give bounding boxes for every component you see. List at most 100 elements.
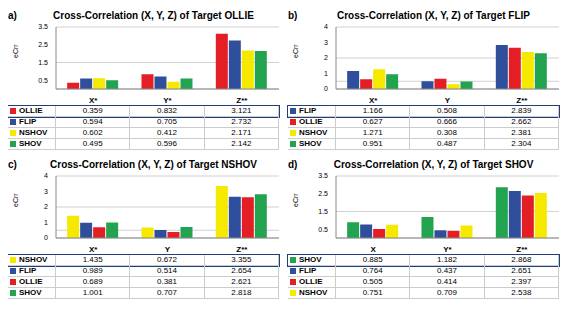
svg-text:eCrr: eCrr	[12, 193, 19, 207]
svg-text:2: 2	[44, 203, 48, 210]
svg-text:1.5: 1.5	[318, 208, 328, 215]
svg-text:4: 4	[44, 172, 48, 179]
html-text:2.621: 2.621	[231, 277, 252, 286]
html-text:FLIP: FLIP	[19, 117, 37, 126]
svg-text:X: X	[370, 245, 376, 252]
svg-text:3: 3	[44, 188, 48, 195]
html-text:0.764: 0.764	[362, 266, 383, 275]
svg-text:2.5: 2.5	[318, 190, 328, 197]
svg-text:eCrr: eCrr	[292, 44, 299, 58]
html-text:OLLIE: OLLIE	[299, 277, 323, 286]
html-text:1.182: 1.182	[437, 255, 457, 264]
html-text:2.732: 2.732	[231, 117, 252, 126]
html-text:1.435: 1.435	[82, 255, 103, 264]
html-text:Cross-Correlation (X, Y, Z) of: Cross-Correlation (X, Y, Z) of Target NS…	[50, 159, 257, 170]
svg-text:3.5: 3.5	[38, 23, 48, 30]
html-text:0.381: 0.381	[157, 277, 177, 286]
svg-text:3: 3	[324, 39, 328, 46]
html-text:0.308: 0.308	[437, 128, 457, 137]
html-text:0.487: 0.487	[437, 139, 457, 148]
html-text:b): b)	[288, 10, 298, 21]
html-text:SHOV: SHOV	[299, 139, 322, 148]
html-text:0.989: 0.989	[82, 266, 103, 275]
svg-text:1.5: 1.5	[38, 59, 48, 66]
html-text:2.381: 2.381	[511, 128, 532, 137]
svg-text:Y*: Y*	[163, 96, 172, 103]
html-text:3.121: 3.121	[231, 106, 252, 115]
html-text:0.594: 0.594	[82, 117, 103, 126]
html-text:2.304: 2.304	[511, 139, 532, 148]
svg-text:0: 0	[44, 234, 48, 241]
html-text:2.839: 2.839	[511, 106, 532, 115]
html-text:SHOV: SHOV	[19, 139, 42, 148]
svg-text:Z**: Z**	[516, 96, 528, 103]
html-text:0.705: 0.705	[157, 117, 177, 126]
html-text:2.818: 2.818	[231, 288, 252, 297]
html-text:0.412: 0.412	[157, 128, 177, 137]
html-text:0.689: 0.689	[82, 277, 103, 286]
svg-text:1: 1	[44, 219, 48, 226]
html-text:0.495: 0.495	[82, 139, 103, 148]
html-text:0.514: 0.514	[157, 266, 177, 275]
html-text:SHOV: SHOV	[19, 288, 42, 297]
svg-text:Y*: Y*	[443, 245, 452, 252]
svg-text:Y: Y	[445, 96, 451, 103]
html-text:NSHOV: NSHOV	[19, 255, 48, 264]
svg-text:Y: Y	[165, 245, 171, 252]
html-text:0.602: 0.602	[82, 128, 103, 137]
html-text:0.885: 0.885	[362, 255, 383, 264]
html-text:0.359: 0.359	[82, 106, 103, 115]
html-text:2.662: 2.662	[511, 117, 532, 126]
html-text:2.651: 2.651	[511, 266, 532, 275]
svg-text:0.5: 0.5	[318, 226, 328, 233]
html-text:2.868: 2.868	[511, 255, 532, 264]
svg-text:4: 4	[324, 23, 328, 30]
html-text:0.951: 0.951	[362, 139, 383, 148]
html-text:0.832: 0.832	[157, 106, 177, 115]
svg-text:Z**: Z**	[236, 96, 248, 103]
html-text:a): a)	[8, 10, 17, 21]
svg-text:X*: X*	[89, 96, 98, 103]
html-text:1.166: 1.166	[362, 106, 383, 115]
html-text:0.437: 0.437	[437, 266, 457, 275]
html-text:d): d)	[288, 159, 298, 170]
html-text:0.707: 0.707	[157, 288, 177, 297]
html-text:OLLIE: OLLIE	[19, 106, 43, 115]
html-text:0.596: 0.596	[157, 139, 177, 148]
svg-text:2.5: 2.5	[38, 41, 48, 48]
html-text:0.672: 0.672	[157, 255, 177, 264]
svg-text:3.5: 3.5	[318, 172, 328, 179]
html-text:0.627: 0.627	[362, 117, 383, 126]
html-text:Cross-Correlation (X, Y, Z) of: Cross-Correlation (X, Y, Z) of Target FL…	[337, 10, 530, 21]
html-text:NSHOV: NSHOV	[299, 128, 328, 137]
svg-text:X*: X*	[369, 96, 378, 103]
html-text:OLLIE: OLLIE	[299, 117, 323, 126]
html-text:Cross-Correlation (X, Y, Z) of: Cross-Correlation (X, Y, Z) of Target SH…	[333, 159, 534, 170]
html-text:0.666: 0.666	[437, 117, 457, 126]
html-text:c): c)	[8, 159, 17, 170]
svg-text:eCrr: eCrr	[12, 44, 19, 58]
svg-text:X*: X*	[89, 245, 98, 252]
html-text:2.171: 2.171	[231, 128, 252, 137]
html-text:FLIP: FLIP	[19, 266, 37, 275]
html-text:FLIP: FLIP	[299, 106, 317, 115]
svg-text:2: 2	[324, 54, 328, 61]
html-text:2.654: 2.654	[231, 266, 252, 275]
html-text:0.505: 0.505	[362, 277, 383, 286]
html-text:1.271: 1.271	[362, 128, 383, 137]
html-text:OLLIE: OLLIE	[19, 277, 43, 286]
html-text:0.508: 0.508	[437, 106, 457, 115]
html-text:FLIP: FLIP	[299, 266, 317, 275]
html-text:SHOV: SHOV	[299, 255, 322, 264]
html-text:NSHOV: NSHOV	[19, 128, 48, 137]
svg-text:0: 0	[324, 85, 328, 92]
html-text:Cross-Correlation (X, Y, Z) of: Cross-Correlation (X, Y, Z) of Target OL…	[53, 10, 254, 21]
svg-text:0.5: 0.5	[38, 77, 48, 84]
html-text:1.001: 1.001	[82, 288, 103, 297]
html-text:2.142: 2.142	[231, 139, 252, 148]
svg-text:Z**: Z**	[516, 245, 528, 252]
svg-text:Z**: Z**	[236, 245, 248, 252]
svg-text:1: 1	[324, 70, 328, 77]
svg-text:eCrr: eCrr	[292, 193, 299, 207]
html-text:3.355: 3.355	[231, 255, 252, 264]
